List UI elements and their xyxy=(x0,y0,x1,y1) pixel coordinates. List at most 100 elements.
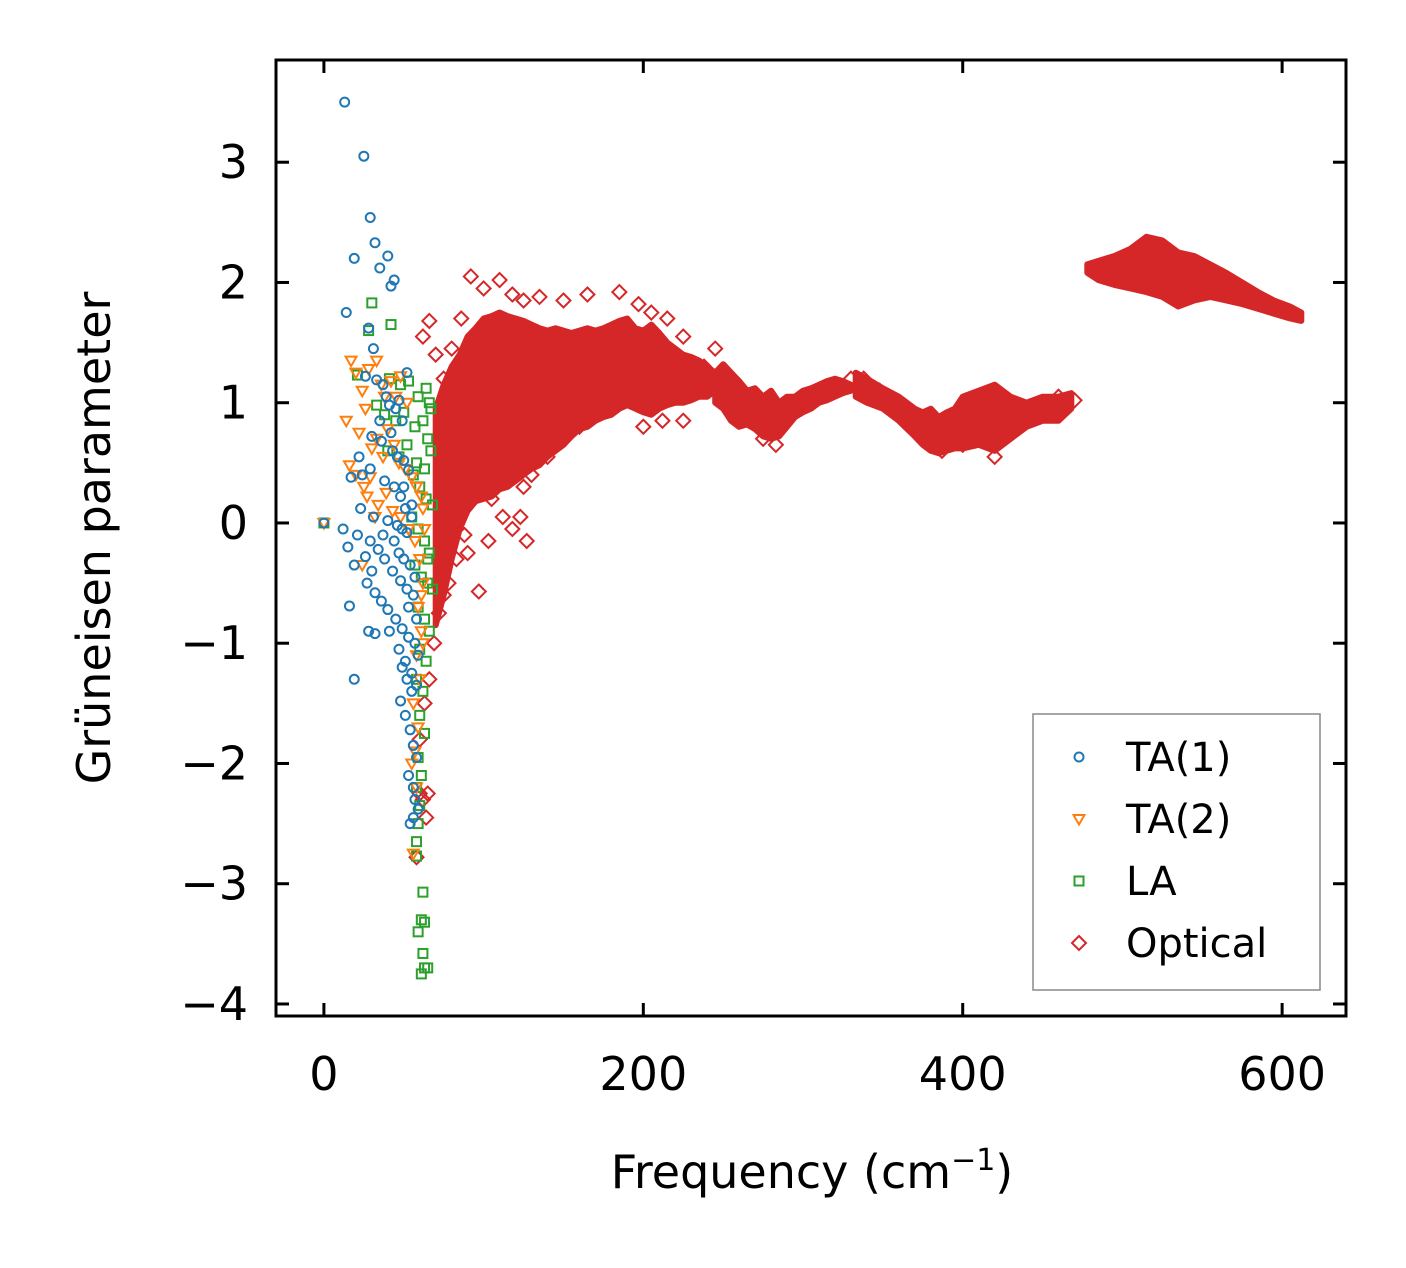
point-ta1 xyxy=(403,464,415,476)
point-ta2 xyxy=(359,491,375,505)
point-ta1 xyxy=(339,96,351,108)
point-optical xyxy=(459,544,477,562)
point-ta1 xyxy=(393,643,405,655)
point-ta1 xyxy=(406,499,418,511)
point-ta1 xyxy=(369,628,381,640)
point-optical xyxy=(414,328,432,345)
point-ta1 xyxy=(375,595,387,607)
point-optical xyxy=(491,271,508,289)
point-optical xyxy=(1018,400,1036,418)
point-optical xyxy=(452,310,470,327)
axis-ticks xyxy=(276,60,1346,1016)
point-optical xyxy=(440,514,457,532)
point-ta1 xyxy=(369,237,381,249)
point-optical xyxy=(706,340,724,358)
point-optical xyxy=(539,448,556,466)
point-optical xyxy=(448,550,465,568)
point-ta1 xyxy=(367,511,379,523)
point-ta1 xyxy=(393,394,405,406)
point-optical xyxy=(855,370,873,388)
point-ta2 xyxy=(415,503,431,517)
point-optical xyxy=(740,412,758,430)
point-optical xyxy=(503,286,521,303)
point-ta2 xyxy=(364,443,380,456)
point-optical xyxy=(781,406,799,424)
point-ta2 xyxy=(415,578,431,591)
legend-marker-ta2 xyxy=(1071,814,1087,827)
axis-tick-labels: 0 200 400 600 3 2 1 0 −1 −2 −3 −4 xyxy=(180,135,1326,1101)
point-ta1 xyxy=(399,655,411,667)
point-optical xyxy=(586,406,604,424)
point-ta1 xyxy=(356,469,368,481)
point-optical xyxy=(571,418,588,436)
point-la xyxy=(419,962,431,974)
point-optical xyxy=(1066,391,1083,409)
point-optical xyxy=(767,436,785,454)
point-la xyxy=(419,463,431,475)
y-tick-label: −3 xyxy=(180,857,248,911)
point-ta1 xyxy=(375,435,387,447)
point-la xyxy=(390,415,402,427)
point-la xyxy=(414,709,426,721)
point-ta1 xyxy=(366,565,378,577)
point-ta2 xyxy=(358,403,373,417)
point-ta1 xyxy=(404,818,416,830)
point-ta1 xyxy=(404,559,416,571)
point-ta1 xyxy=(361,577,373,589)
point-optical xyxy=(425,634,443,652)
point-ta1 xyxy=(398,481,410,493)
point-la xyxy=(417,947,429,959)
point-ta1 xyxy=(318,517,330,529)
point-optical xyxy=(440,574,457,592)
point-ta1 xyxy=(374,262,386,274)
point-optical xyxy=(871,382,889,400)
point-la xyxy=(425,403,437,415)
point-ta1 xyxy=(407,589,419,601)
point-optical xyxy=(518,532,536,550)
point-la xyxy=(409,421,421,433)
point-ta1 xyxy=(395,575,407,587)
point-optical xyxy=(462,268,480,285)
x-tick-label: 600 xyxy=(1238,1047,1326,1101)
point-optical xyxy=(479,532,497,550)
point-ta1 xyxy=(399,709,411,721)
point-optical xyxy=(794,394,812,412)
point-ta1 xyxy=(359,370,371,382)
legend-box xyxy=(1032,713,1321,991)
point-optical xyxy=(714,394,732,412)
x-tick-label: 0 xyxy=(309,1047,338,1101)
point-optical xyxy=(435,370,453,388)
x-tick-label: 400 xyxy=(919,1047,1007,1101)
point-optical xyxy=(579,286,596,303)
point-optical xyxy=(430,604,448,622)
point-ta2 xyxy=(393,371,408,384)
legend-marker-optical xyxy=(1070,934,1088,952)
y-tick-label: −2 xyxy=(180,736,248,790)
point-la xyxy=(379,409,391,421)
point-la xyxy=(411,457,423,469)
point-ta1 xyxy=(395,695,407,707)
point-optical xyxy=(674,328,692,345)
point-ta1 xyxy=(353,451,365,463)
point-ta2 xyxy=(407,536,423,549)
point-ta1 xyxy=(366,430,378,442)
legend-label-ta1: TA(1) xyxy=(1125,735,1231,781)
point-optical xyxy=(695,358,713,376)
point-ta2 xyxy=(399,397,415,411)
point-la xyxy=(425,445,437,457)
point-ta2 xyxy=(417,523,432,537)
point-ta1 xyxy=(364,463,376,475)
point-la xyxy=(423,547,435,559)
point-ta2 xyxy=(361,364,376,377)
point-la xyxy=(401,439,413,451)
point-la xyxy=(412,391,424,403)
point-ta2 xyxy=(351,427,367,441)
point-optical xyxy=(674,412,692,430)
point-la xyxy=(417,685,429,697)
point-ta1 xyxy=(403,601,415,613)
point-ta2 xyxy=(414,626,429,639)
point-la xyxy=(422,433,434,445)
point-ta2 xyxy=(342,460,357,473)
